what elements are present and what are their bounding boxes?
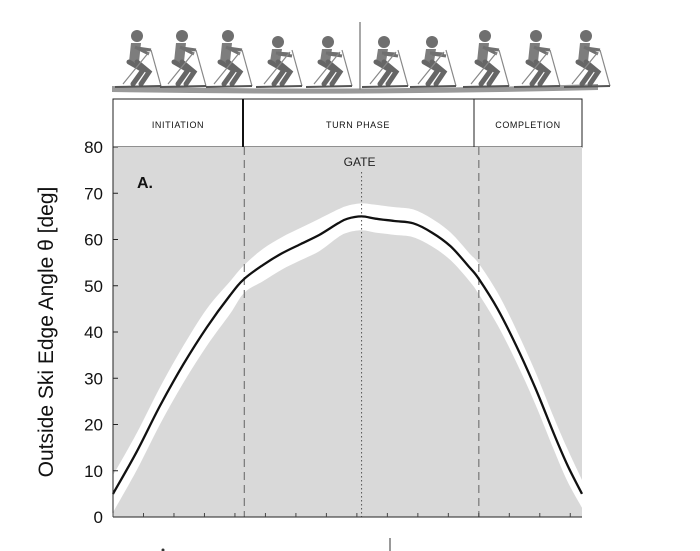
skier-figure [114,30,162,88]
phase-header: INITIATION TURN PHASE COMPLETION [112,98,583,148]
skier-figure [361,36,409,88]
skier-figure [563,30,611,88]
skier-figure [255,36,303,88]
y-tick-label: 70 [84,184,103,203]
bottom-fragment [161,548,165,551]
y-tick-label: 50 [84,277,103,296]
phase-label-initiation: INITIATION [152,120,204,130]
skier-figure [409,36,457,88]
y-axis-label: Outside Ski Edge Angle θ [deg] [35,187,58,478]
y-tick-label: 20 [84,416,103,435]
y-tick-label: 40 [84,323,103,342]
skier-figure [159,30,207,88]
panel-label: A. [137,175,153,192]
skier-figure [305,36,353,88]
skier-figure [513,30,561,88]
y-tick-label: 30 [84,369,103,388]
y-tick-label: 0 [94,508,103,527]
x-axis-ticks [112,513,571,517]
gate-label: GATE [344,155,376,169]
snow-ground-strip [112,84,598,94]
y-tick-label: 80 [84,138,103,157]
y-tick-label: 10 [84,462,103,481]
skier-figure [205,30,253,88]
y-axis-ticks: 0 10 20 30 40 50 60 70 80 [84,138,118,527]
plot-area: GATE A. 0 10 20 30 40 50 60 70 80 [84,138,584,527]
y-tick-label: 60 [84,231,103,250]
mean-series-line [111,215,584,495]
skier-sequence-illustration [112,22,611,94]
skier-figure [462,30,510,88]
phase-label-turn: TURN PHASE [326,120,390,130]
phase-label-completion: COMPLETION [495,120,561,130]
